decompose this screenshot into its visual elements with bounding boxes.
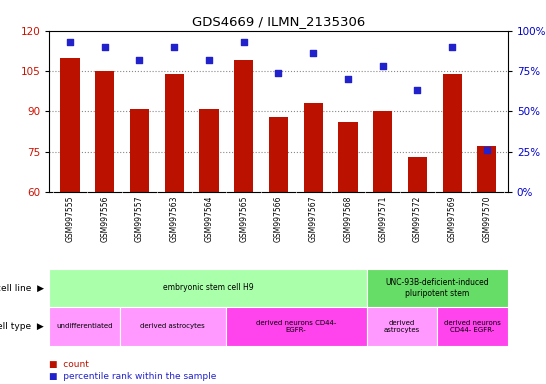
Bar (234, 60, 253, 192)
Text: derived neurons
CD44- EGFR-: derived neurons CD44- EGFR- (444, 320, 501, 333)
Point (100, 44, 109, 50)
Bar (304, 103, 323, 192)
Point (66, 39, 74, 45)
Point (205, 57, 213, 63)
Text: GSM997565: GSM997565 (239, 196, 248, 242)
Text: derived
astrocytes: derived astrocytes (384, 320, 420, 333)
Bar (225, 307, 367, 346)
Text: GSM997556: GSM997556 (100, 196, 109, 242)
Text: GSM997569: GSM997569 (448, 196, 456, 242)
Text: GSM997564: GSM997564 (204, 196, 213, 242)
Text: ■  percentile rank within the sample: ■ percentile rank within the sample (49, 372, 217, 381)
Text: undifferentiated: undifferentiated (56, 323, 112, 329)
Text: GSM997566: GSM997566 (274, 196, 283, 242)
Bar (95, 71, 114, 192)
Bar (165, 74, 184, 192)
Text: cell type  ▶: cell type ▶ (0, 322, 44, 331)
Point (343, 76, 352, 82)
Bar (443, 74, 462, 192)
Point (309, 50, 318, 56)
Text: GSM997555: GSM997555 (66, 196, 74, 242)
Point (239, 39, 248, 45)
Text: GSM997563: GSM997563 (170, 196, 179, 242)
Point (483, 147, 491, 153)
Text: GSM997570: GSM997570 (483, 196, 491, 242)
Bar (477, 146, 496, 192)
Point (413, 87, 422, 93)
Bar (130, 109, 149, 192)
Point (135, 57, 144, 63)
Text: GSM997557: GSM997557 (135, 196, 144, 242)
Bar (49, 307, 120, 346)
Text: embryonic stem cell H9: embryonic stem cell H9 (163, 283, 253, 293)
Title: GDS4669 / ILMN_2135306: GDS4669 / ILMN_2135306 (192, 15, 365, 28)
Text: UNC-93B-deficient-induced
pluripotent stem: UNC-93B-deficient-induced pluripotent st… (385, 278, 489, 298)
Bar (120, 307, 225, 346)
Bar (339, 122, 358, 192)
Text: cell line  ▶: cell line ▶ (0, 283, 44, 293)
Bar (269, 117, 288, 192)
Text: GSM997571: GSM997571 (378, 196, 387, 242)
Point (170, 44, 179, 50)
Point (448, 44, 456, 50)
Bar (367, 307, 437, 346)
Bar (61, 58, 80, 192)
Text: derived neurons CD44-
EGFR-: derived neurons CD44- EGFR- (256, 320, 336, 333)
Point (378, 63, 387, 69)
Bar (437, 307, 508, 346)
Text: GSM997572: GSM997572 (413, 196, 422, 242)
Text: GSM997567: GSM997567 (308, 196, 318, 242)
Bar (49, 269, 367, 307)
Bar (373, 111, 392, 192)
Text: ■  count: ■ count (49, 360, 89, 369)
Bar (408, 157, 427, 192)
Bar (367, 269, 508, 307)
Text: derived astrocytes: derived astrocytes (140, 323, 205, 329)
Point (274, 70, 283, 76)
Text: GSM997568: GSM997568 (343, 196, 353, 242)
Bar (199, 109, 218, 192)
